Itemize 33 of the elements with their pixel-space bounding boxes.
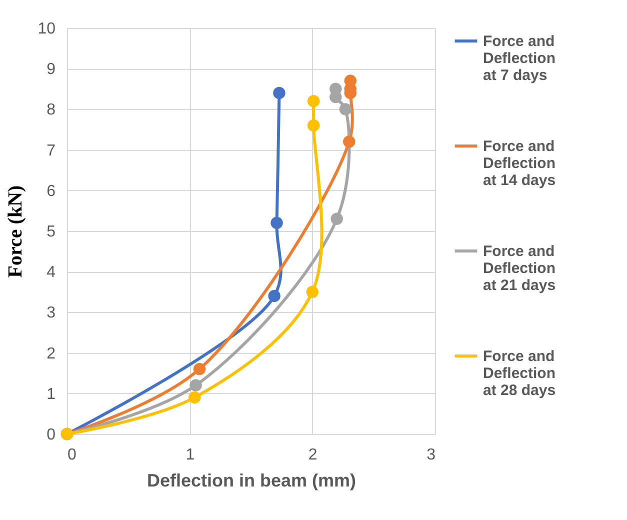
point [188,391,201,404]
x-tick-label: 1 [186,446,195,464]
y-tick-label: 1 [46,386,56,403]
x-tick-label: 0 [68,446,76,464]
point [190,379,202,392]
y-tick-label: 9 [46,61,56,78]
x-axis-title: Deflection in beam (mm) [146,470,356,490]
point [306,286,318,298]
point [268,290,280,302]
y-tick-label: 4 [46,264,56,282]
point [339,103,352,116]
legend-label: Force and Deflection at 14 days [483,138,556,189]
y-tick-label: 7 [46,142,56,160]
y-tick-label: 6 [46,182,56,200]
y-tick-label: 0 [46,426,56,444]
x-tick-label: 3 [426,446,436,464]
point [193,362,206,376]
point [343,136,356,148]
point [307,119,320,132]
legend-label: Force and Deflection at 28 days [483,348,556,399]
point [270,216,283,229]
y-tick-label: 2 [46,345,56,362]
y-tick-label: 3 [46,304,56,322]
legend-label: Force and Deflection at 7 days [483,33,556,84]
point [273,86,286,100]
x-tick-label: 2 [308,446,318,464]
y-tick-label: 10 [38,20,56,38]
point [330,212,343,225]
point [307,94,320,108]
y-tick-label: 5 [46,224,56,240]
y-tick-label: 8 [46,102,56,119]
legend-label: Force and Deflection at 21 days [483,243,556,294]
y-axis-title: Force (kN) [4,185,27,278]
